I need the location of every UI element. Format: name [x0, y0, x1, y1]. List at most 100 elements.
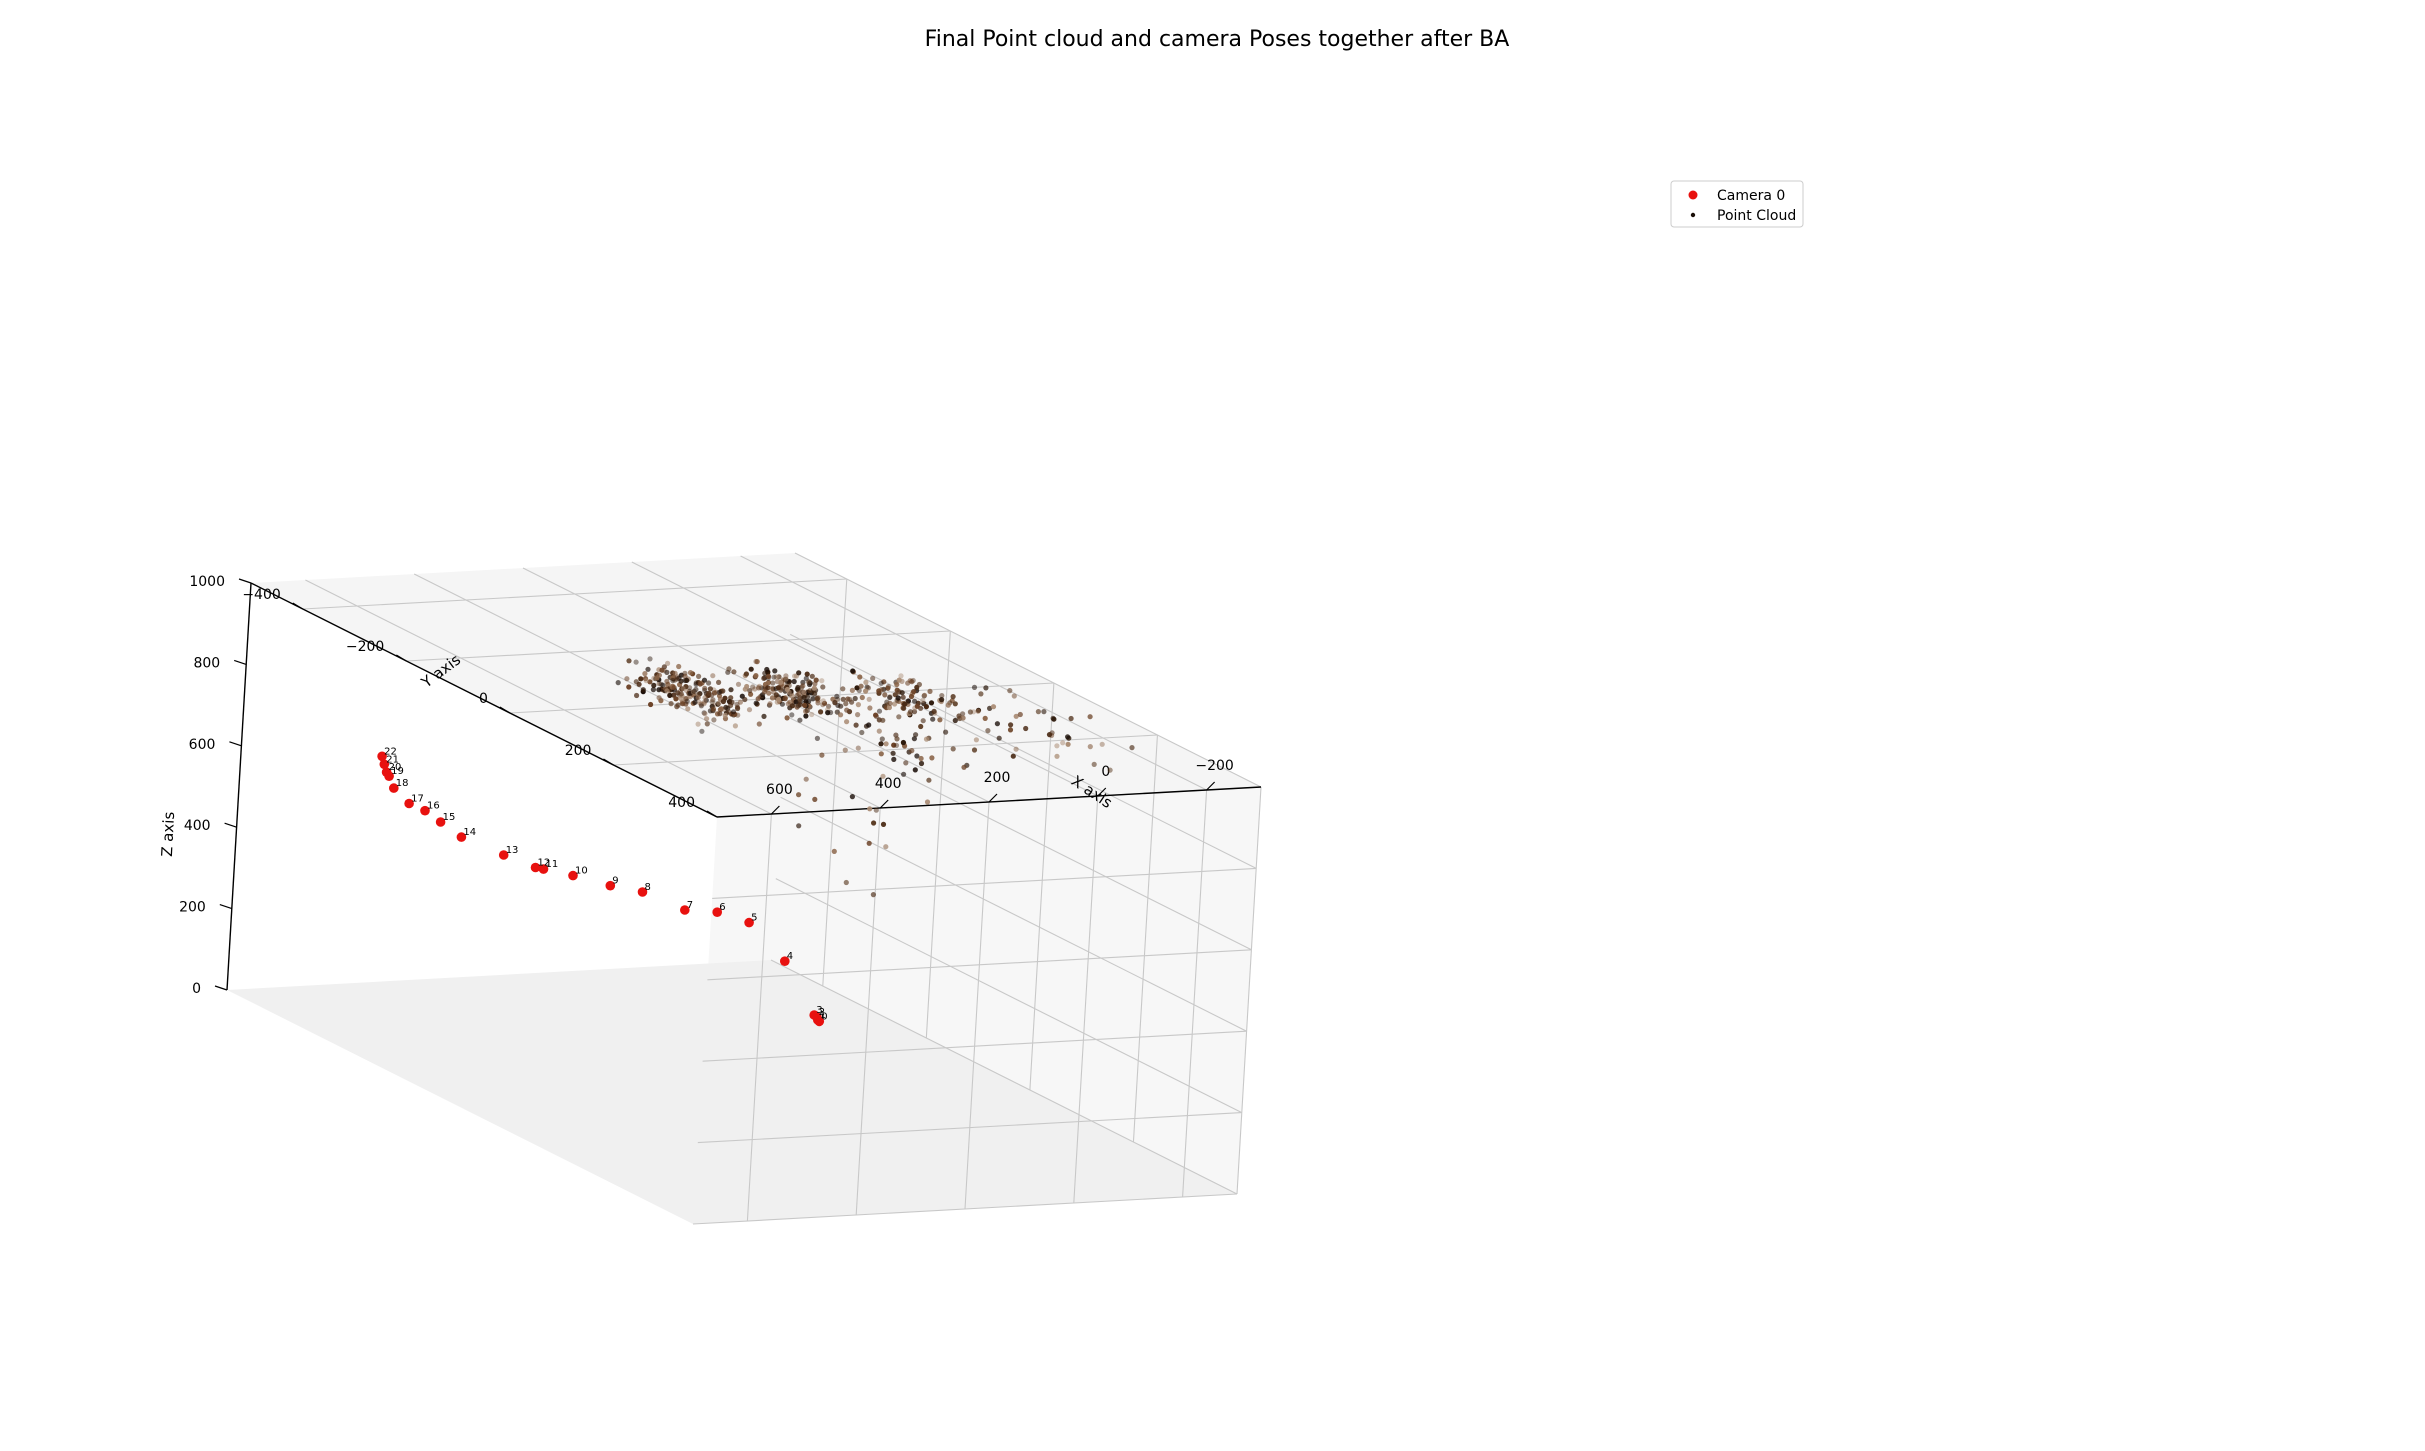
- point-cloud-point: [844, 707, 850, 713]
- z-tick-label: 200: [179, 900, 206, 916]
- point-cloud-point: [852, 695, 858, 702]
- x-tick-mark: [770, 805, 780, 815]
- point-cloud-point: [811, 685, 818, 691]
- point-cloud-point: [710, 673, 716, 679]
- camera-marker: [435, 817, 446, 827]
- camera-marker: [456, 832, 467, 842]
- point-cloud-point: [891, 756, 897, 763]
- point-cloud-point: [870, 675, 876, 682]
- point-cloud-point: [855, 702, 862, 708]
- point-cloud-point: [878, 751, 884, 757]
- point-cloud-point: [806, 679, 812, 685]
- grid-line-z: [789, 633, 1257, 869]
- camera-marker: [680, 905, 690, 915]
- point-cloud-point: [961, 764, 967, 770]
- point-cloud-point: [916, 681, 923, 688]
- point-cloud-point: [918, 760, 925, 767]
- point-cloud-point: [1087, 744, 1093, 750]
- point-cloud-point: [863, 688, 869, 694]
- z-tick-label: 800: [193, 655, 220, 671]
- point-cloud-point: [855, 712, 861, 718]
- z-tick-mark: [219, 904, 232, 910]
- point-cloud-point: [678, 691, 684, 697]
- point-cloud-point: [716, 689, 723, 695]
- point-cloud-point: [765, 673, 772, 680]
- point-cloud-point: [796, 670, 802, 676]
- point-cloud-point: [801, 694, 807, 701]
- camera-marker: [712, 907, 722, 917]
- point-cloud-point: [811, 691, 818, 697]
- point-cloud-point: [782, 696, 788, 702]
- point-cloud-point: [729, 699, 735, 706]
- point-cloud-point: [870, 892, 877, 898]
- point-cloud-point: [939, 693, 945, 699]
- point-cloud-point: [927, 688, 933, 695]
- point-cloud-point: [706, 680, 712, 686]
- point-cloud-point: [923, 736, 930, 742]
- point-cloud-point: [704, 716, 710, 722]
- point-cloud-point: [883, 741, 889, 747]
- point-cloud-point: [945, 702, 951, 708]
- camera-label: 7: [687, 900, 693, 911]
- grid-line-y: [1132, 734, 1158, 1143]
- grid-line-y: [925, 630, 951, 1039]
- point-cloud-point: [843, 701, 849, 707]
- point-cloud-point: [702, 695, 708, 701]
- point-cloud-point: [671, 685, 677, 691]
- camera-label: 10: [575, 866, 588, 877]
- point-cloud-point: [803, 713, 809, 719]
- legend-camera-marker: [1688, 190, 1698, 200]
- point-cloud-point: [985, 728, 991, 734]
- point-cloud-point: [892, 701, 898, 707]
- camera-marker: [744, 917, 754, 928]
- point-cloud-point: [735, 681, 742, 687]
- point-cloud-point: [707, 686, 714, 692]
- x-tick-label: −200: [1195, 758, 1233, 774]
- point-cloud-point: [1035, 709, 1041, 715]
- point-cloud-point: [843, 879, 849, 886]
- point-cloud-point: [882, 692, 888, 698]
- x-tick-mark: [879, 799, 889, 809]
- point-cloud-point: [658, 698, 664, 704]
- point-cloud-point: [859, 694, 865, 701]
- point-cloud-point: [664, 678, 670, 685]
- point-cloud-point: [647, 656, 653, 662]
- point-cloud-point: [726, 666, 732, 672]
- z-tick-label: 400: [184, 818, 211, 834]
- camera-label: 11: [546, 859, 559, 870]
- legend-camera-label: Camera 0: [1717, 188, 1785, 204]
- point-cloud-point: [1007, 688, 1013, 694]
- point-cloud-point: [866, 722, 872, 728]
- x-tick-label: 200: [984, 770, 1011, 786]
- camera-marker: [498, 850, 509, 860]
- point-cloud-point: [743, 671, 750, 677]
- point-cloud-point: [776, 696, 782, 703]
- point-cloud-point: [818, 709, 824, 715]
- point-cloud-point: [804, 708, 810, 714]
- point-cloud-point: [971, 747, 978, 753]
- point-cloud-point: [802, 702, 808, 708]
- point-cloud-point: [914, 703, 920, 709]
- point-cloud-point: [711, 717, 717, 723]
- point-cloud-point: [812, 796, 818, 803]
- point-cloud-point: [693, 680, 699, 686]
- point-cloud-point: [771, 674, 777, 680]
- point-cloud-point: [973, 737, 980, 743]
- point-cloud-point: [710, 706, 717, 712]
- camera-marker: [538, 864, 549, 874]
- grid-line-z: [770, 959, 1238, 1195]
- camera-label: 6: [719, 902, 725, 913]
- point-cloud-point: [873, 712, 879, 718]
- point-cloud-point: [702, 687, 708, 693]
- point-cloud-point: [909, 748, 915, 754]
- point-cloud-point: [859, 729, 865, 736]
- point-cloud-point: [1054, 743, 1060, 749]
- point-cloud-point: [717, 711, 723, 717]
- point-cloud-point: [650, 687, 657, 693]
- point-cloud-point: [1010, 753, 1016, 759]
- point-cloud-point: [645, 666, 651, 672]
- point-cloud-point: [665, 660, 671, 667]
- point-cloud-point: [676, 663, 682, 670]
- point-cloud-point: [806, 698, 812, 705]
- point-cloud-point: [887, 700, 893, 707]
